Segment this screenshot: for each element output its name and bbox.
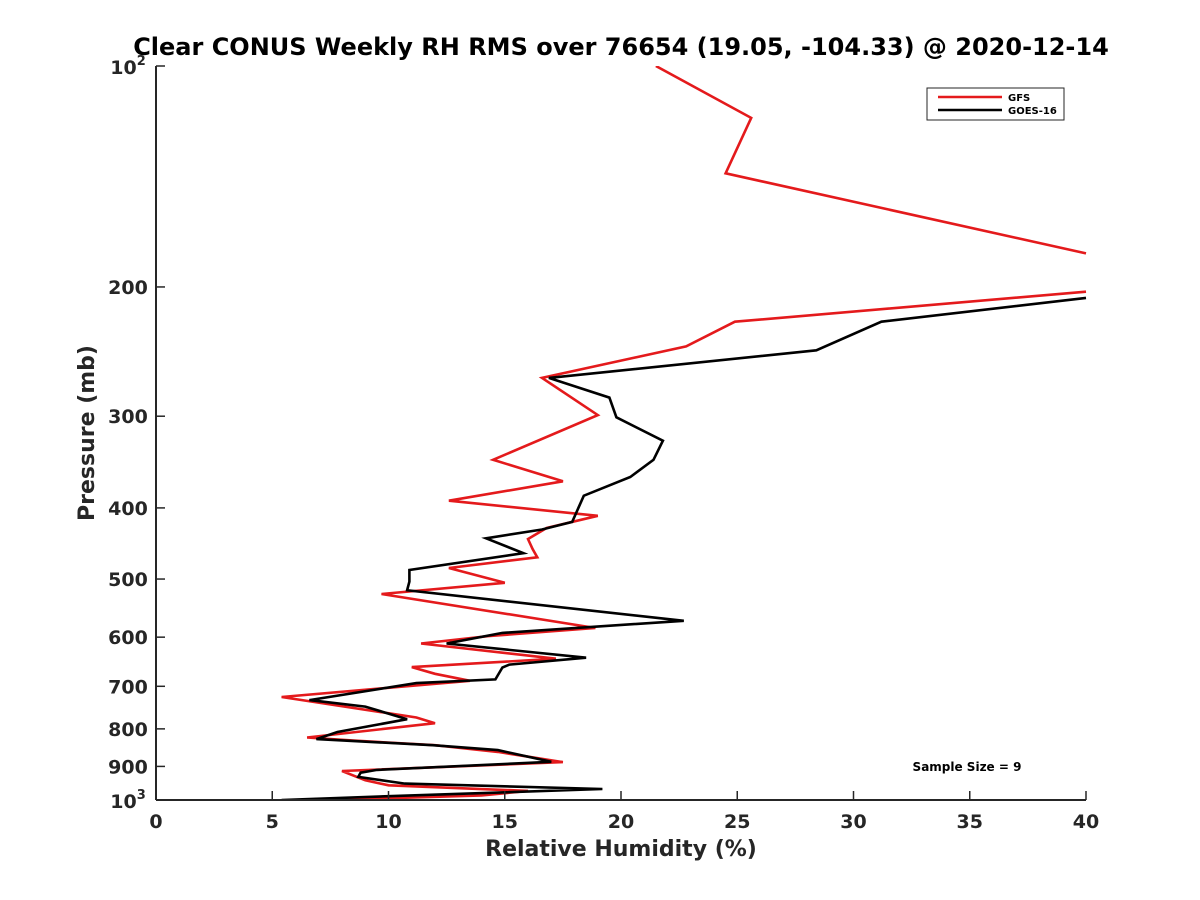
x-tick-label: 40	[1073, 811, 1099, 833]
y-tick-label: 300	[108, 406, 148, 428]
x-tick-label: 5	[266, 811, 279, 833]
x-tick-label: 15	[492, 811, 518, 833]
y-ticks: 200 300 400 500 600 700 800 900	[108, 65, 165, 801]
series-line-goes16	[281, 296, 1087, 800]
x-tick-label: 0	[149, 811, 162, 833]
x-tick-label: 35	[957, 811, 983, 833]
y-top-exp: 2	[137, 54, 146, 69]
legend-label-gfs: GFS	[1008, 93, 1030, 104]
y-tick-label: 500	[108, 569, 148, 591]
x-tick-label: 30	[840, 811, 866, 833]
y-top-base: 10	[110, 57, 136, 79]
series-line-gfs	[281, 66, 1087, 800]
y-bottom-exp: 3	[137, 788, 146, 803]
series-layer	[281, 66, 1087, 800]
y-tick-label: 800	[108, 719, 148, 741]
legend: GFS GOES-16	[926, 87, 1065, 121]
legend-label-goes16: GOES-16	[1008, 106, 1057, 117]
y-tick-label: 200	[108, 277, 148, 299]
x-tick-label: 10	[375, 811, 401, 833]
y-tick-label: 700	[108, 676, 148, 698]
y-tick-label: 600	[108, 627, 148, 649]
legend-box	[926, 87, 1065, 121]
y-bottom-base: 10	[110, 791, 136, 813]
y-tick-label-bottom: 103	[110, 788, 146, 813]
x-axis-label: Relative Humidity (%)	[485, 837, 757, 862]
x-ticks: 0 5 10 15 20 25 30 35 40	[149, 791, 1099, 833]
x-tick-label: 20	[608, 811, 634, 833]
y-tick-label: 400	[108, 498, 148, 520]
y-tick-label-top: 102	[110, 54, 146, 79]
y-axis-label: Pressure (mb)	[75, 345, 100, 521]
sample-size-annotation: Sample Size = 9	[913, 760, 1022, 774]
y-tick-label: 900	[108, 756, 148, 778]
x-tick-label: 25	[724, 811, 750, 833]
chart-title: Clear CONUS Weekly RH RMS over 76654 (19…	[133, 33, 1109, 61]
